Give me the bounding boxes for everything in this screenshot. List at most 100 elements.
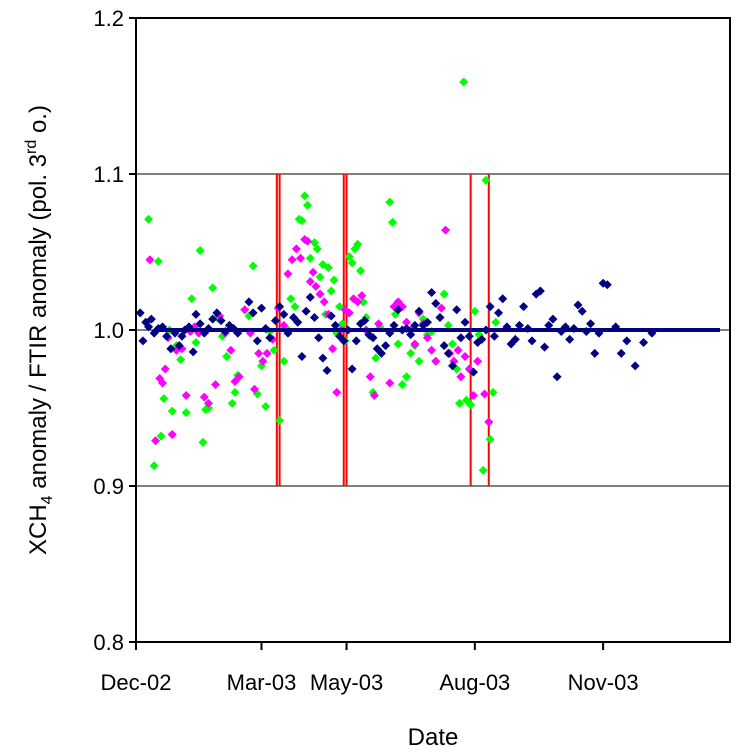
data-point [330, 320, 340, 330]
data-point [357, 291, 367, 301]
data-point [135, 308, 145, 318]
data-point [402, 317, 412, 327]
data-point [187, 294, 197, 304]
data-point [590, 348, 600, 358]
data-point [565, 334, 575, 344]
data-point [153, 256, 163, 266]
data-point [477, 334, 487, 344]
data-point [385, 378, 395, 388]
data-point [622, 336, 632, 346]
data-point [204, 403, 214, 413]
data-point [393, 305, 403, 315]
data-point [478, 465, 488, 475]
data-point [208, 314, 218, 324]
data-point [388, 217, 398, 227]
data-point [311, 281, 321, 291]
data-point [552, 372, 562, 382]
data-point [279, 356, 289, 366]
data-point [204, 398, 214, 408]
data-point [151, 436, 161, 446]
data-point [287, 255, 297, 265]
data-point [459, 77, 469, 87]
data-point [275, 415, 285, 425]
data-point [439, 289, 449, 299]
data-point [381, 341, 391, 351]
data-point [326, 286, 336, 296]
data-point [210, 380, 220, 390]
data-point [261, 401, 271, 411]
data-point [414, 356, 424, 366]
data-point [639, 337, 649, 347]
data-point [485, 302, 495, 312]
x-axis-label: Date [408, 724, 459, 751]
data-point [177, 331, 187, 341]
data-point [312, 244, 322, 254]
data-point [494, 308, 504, 318]
data-point [244, 297, 254, 307]
data-point [410, 320, 420, 330]
data-point [290, 302, 300, 312]
data-point [489, 331, 499, 341]
data-point [491, 317, 501, 327]
data-point [191, 337, 201, 347]
data-point [427, 288, 437, 298]
data-point [167, 406, 177, 416]
data-point [402, 372, 412, 382]
data-point [484, 417, 494, 427]
data-point [470, 306, 480, 316]
data-point [254, 348, 264, 358]
y-tick-label: 0.8 [93, 630, 124, 655]
data-point [351, 336, 361, 346]
data-point [188, 347, 198, 357]
data-point [360, 316, 370, 326]
data-point [456, 333, 466, 343]
data-point [195, 319, 205, 329]
data-point [323, 263, 333, 273]
data-point [162, 331, 172, 341]
y-axis-label-subscript: 4 [39, 495, 56, 504]
data-point [436, 303, 446, 313]
data-point [435, 313, 445, 323]
data-point [275, 302, 285, 312]
x-tick-label: Nov-03 [568, 670, 639, 695]
y-axis-label-superscript: rd [23, 140, 40, 154]
data-point [406, 330, 416, 340]
data-point [315, 289, 325, 299]
data-point [191, 309, 201, 319]
data-point [297, 352, 307, 362]
data-point [448, 361, 458, 371]
data-point [473, 356, 483, 366]
data-point [344, 252, 354, 262]
data-point [393, 339, 403, 349]
x-axis-ticks: Dec-02 Mar-03 May-03 Aug-03 Nov-03 [101, 642, 639, 695]
data-point [353, 239, 363, 249]
y-axis-ticks: 0.8 0.9 1.0 1.1 1.2 [93, 6, 136, 655]
data-point [300, 191, 310, 201]
data-point [296, 253, 306, 263]
data-point [540, 342, 550, 352]
data-point [301, 306, 311, 316]
data-point [481, 175, 491, 185]
data-point [258, 356, 268, 366]
data-point [319, 297, 329, 307]
data-point [376, 348, 386, 358]
data-point [339, 336, 349, 346]
data-point [146, 314, 156, 324]
data-point [234, 372, 244, 382]
data-point [314, 333, 324, 343]
data-point [230, 387, 240, 397]
x-tick-label: May-03 [310, 670, 383, 695]
data-point [144, 214, 154, 224]
data-point [216, 316, 226, 326]
data-point [269, 345, 279, 355]
data-point [318, 353, 328, 363]
data-point [355, 266, 365, 276]
data-point [166, 344, 176, 354]
data-point [305, 292, 315, 302]
data-point [443, 348, 453, 358]
y-tick-label: 1.1 [93, 162, 124, 187]
data-point [385, 197, 395, 207]
data-point [198, 437, 208, 447]
data-point [506, 339, 516, 349]
data-point [329, 275, 339, 285]
